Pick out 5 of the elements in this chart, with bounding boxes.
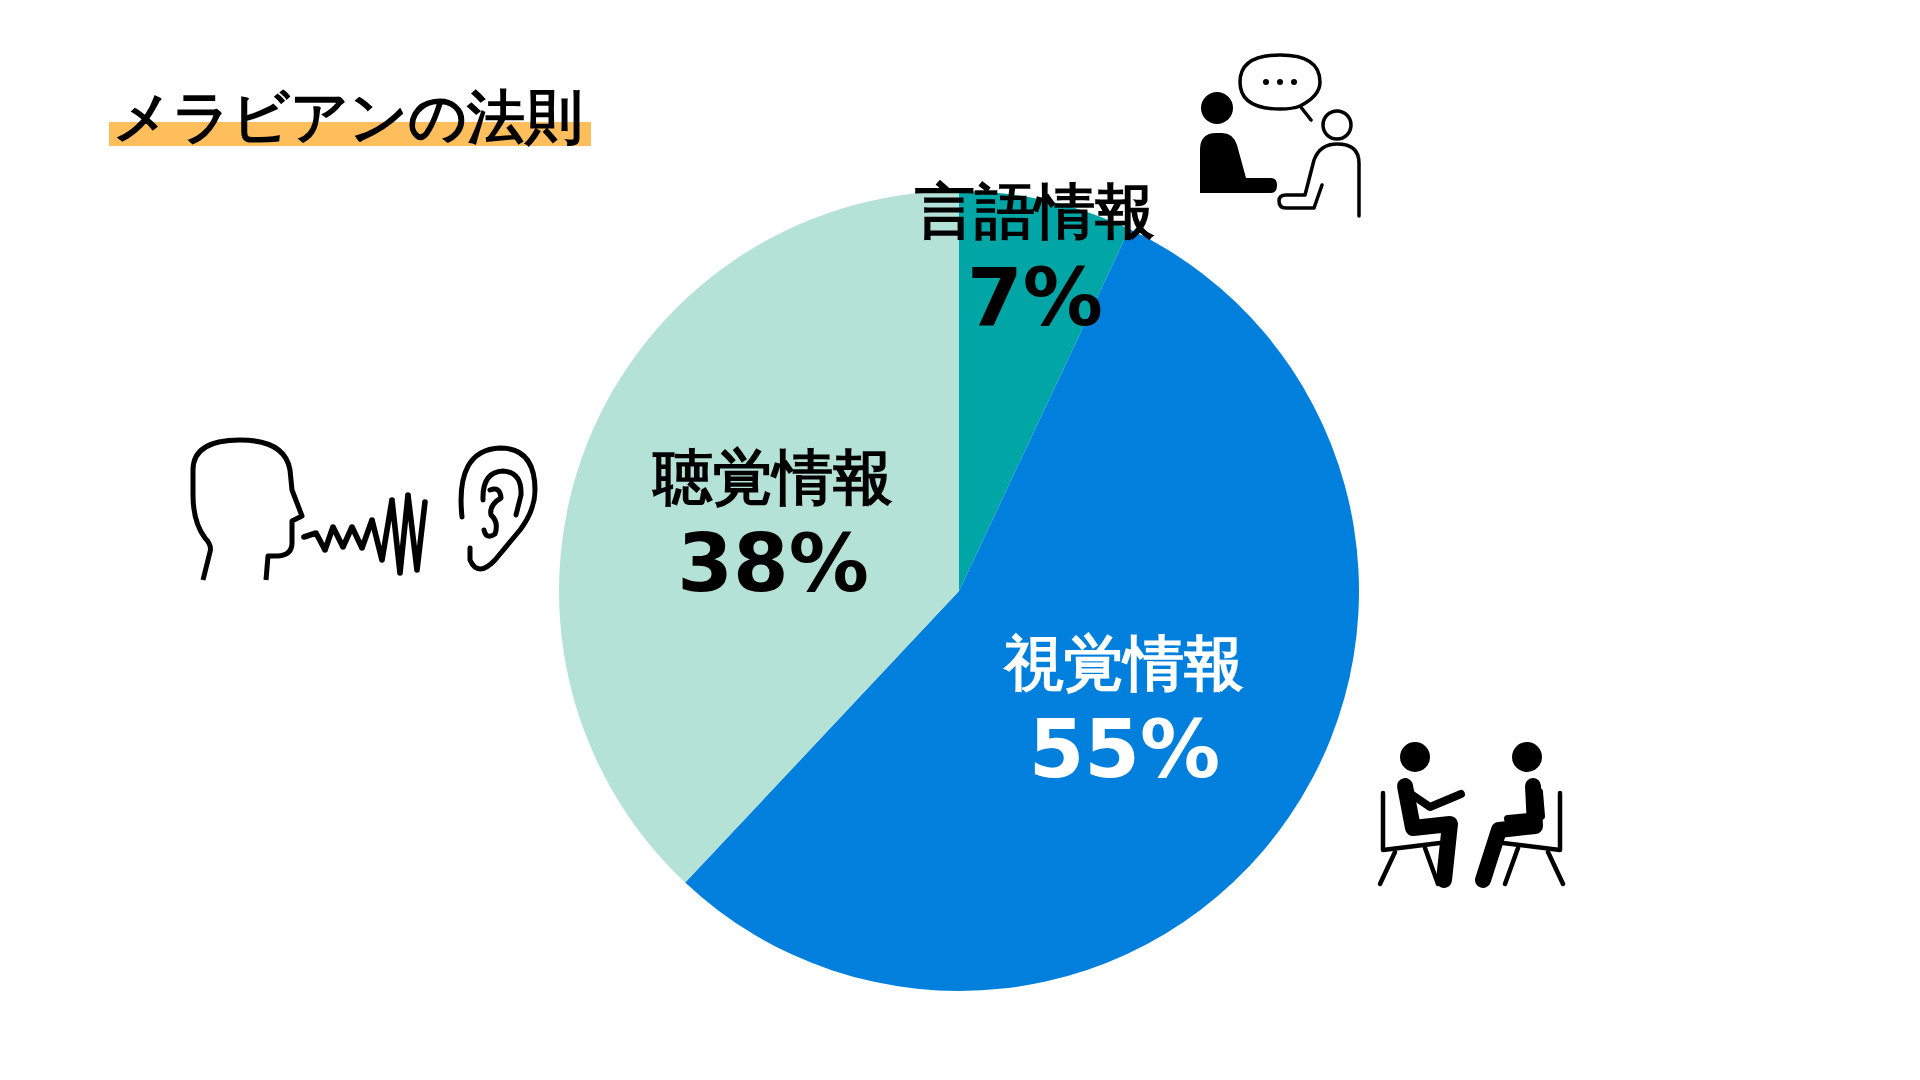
slice-label: 聴覚情報 — [651, 442, 894, 513]
data-label: 55% — [1028, 702, 1221, 796]
data-label: 38% — [677, 516, 869, 610]
data-label: 7% — [967, 250, 1103, 344]
slice-label: 視覚情報 — [1002, 628, 1245, 699]
